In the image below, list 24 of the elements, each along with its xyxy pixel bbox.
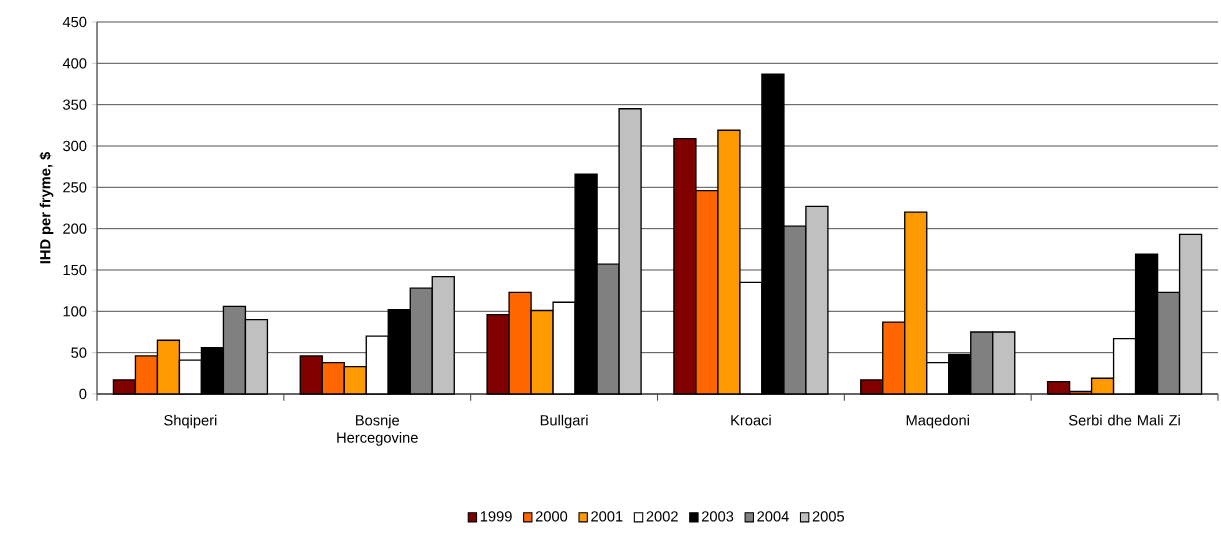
legend-label: 2003 — [702, 511, 734, 522]
legend-label: 1999 — [480, 511, 512, 522]
x-tick-label: Bosnje Hercegovine — [337, 414, 418, 446]
y-tick-label: 200 — [63, 223, 87, 234]
y-tick-label: 50 — [71, 347, 87, 358]
y-axis-title: IHD per fryme, $ — [39, 151, 54, 264]
y-tick-label: 400 — [62, 58, 87, 69]
y-tick-label: 250 — [63, 182, 87, 193]
legend-label: 2002 — [646, 511, 678, 522]
x-tick-label: Maqedoni — [906, 414, 969, 429]
legend-label: 2004 — [757, 511, 789, 522]
x-tick-label: Shqiperi — [164, 414, 217, 429]
x-tick-label: Serbi dhe Mali Zi — [1069, 414, 1180, 426]
x-tick-label: Kroaci — [731, 414, 771, 426]
legend-label: 2001 — [591, 511, 623, 522]
legend-label: 2000 — [535, 511, 568, 522]
y-tick-label: 100 — [63, 306, 87, 317]
x-tick-label: Bullgari — [540, 414, 588, 429]
y-tick-label: 0 — [79, 388, 87, 400]
y-tick-label: 300 — [63, 140, 87, 152]
y-tick-label: 150 — [63, 264, 87, 276]
legend-label: 2005 — [812, 511, 844, 522]
y-tick-label: 350 — [63, 99, 87, 110]
y-tick-label: 450 — [62, 16, 87, 28]
